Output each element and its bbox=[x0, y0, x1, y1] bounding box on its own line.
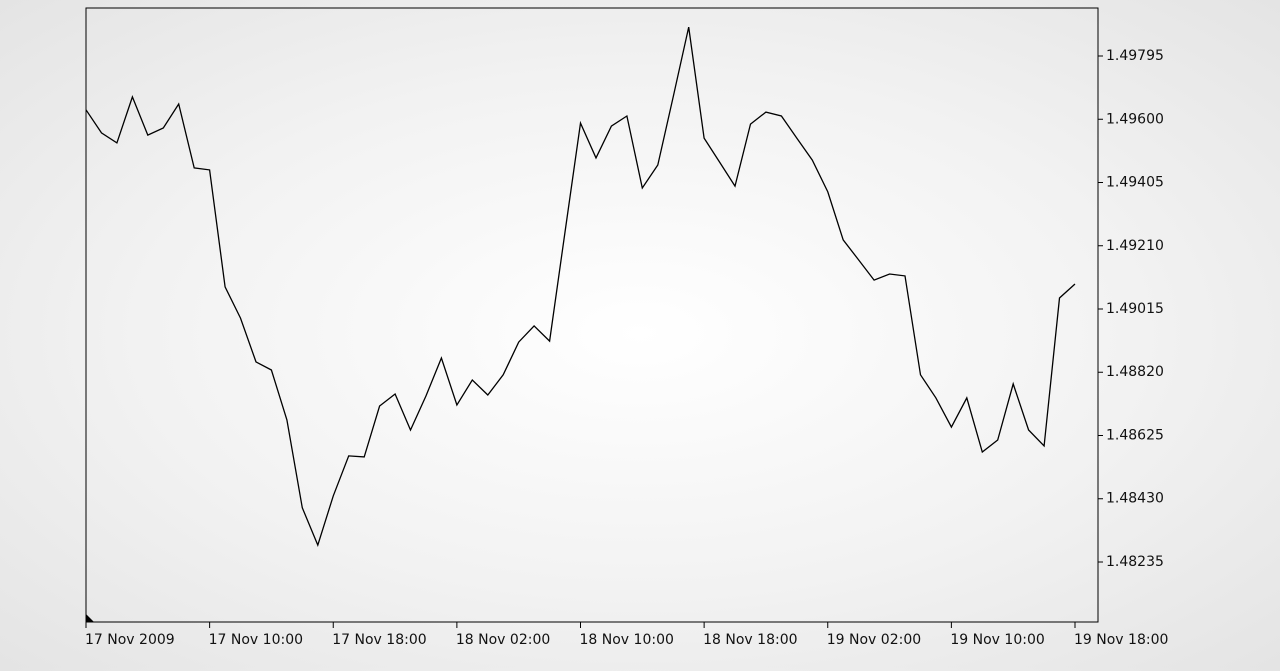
y-tick-label: 1.49795 bbox=[1106, 48, 1164, 64]
y-tick-label: 1.49210 bbox=[1106, 238, 1164, 254]
y-tick-label: 1.49600 bbox=[1106, 111, 1164, 127]
x-tick-label: 18 Nov 02:00 bbox=[456, 632, 550, 648]
x-tick-label: 18 Nov 10:00 bbox=[580, 632, 674, 648]
x-tick-label: 17 Nov 18:00 bbox=[332, 632, 426, 648]
x-tick-label: 18 Nov 18:00 bbox=[703, 632, 797, 648]
y-tick-label: 1.48625 bbox=[1106, 427, 1164, 443]
y-tick-label: 1.49015 bbox=[1106, 301, 1164, 317]
x-tick-label: 17 Nov 2009 bbox=[85, 632, 175, 648]
price-line bbox=[85, 26, 1076, 547]
x-tick-label: 19 Nov 02:00 bbox=[827, 632, 921, 648]
x-tick-label: 17 Nov 10:00 bbox=[209, 632, 303, 648]
y-tick-label: 1.48235 bbox=[1106, 554, 1164, 570]
corner-marker bbox=[86, 614, 94, 622]
plot-frame bbox=[85, 7, 1099, 623]
x-tick-label: 19 Nov 18:00 bbox=[1074, 632, 1168, 648]
y-tick-label: 1.49405 bbox=[1106, 175, 1164, 191]
x-tick-label: 19 Nov 10:00 bbox=[950, 632, 1044, 648]
y-tick-label: 1.48430 bbox=[1106, 491, 1164, 507]
y-tick-label: 1.48820 bbox=[1106, 364, 1164, 380]
